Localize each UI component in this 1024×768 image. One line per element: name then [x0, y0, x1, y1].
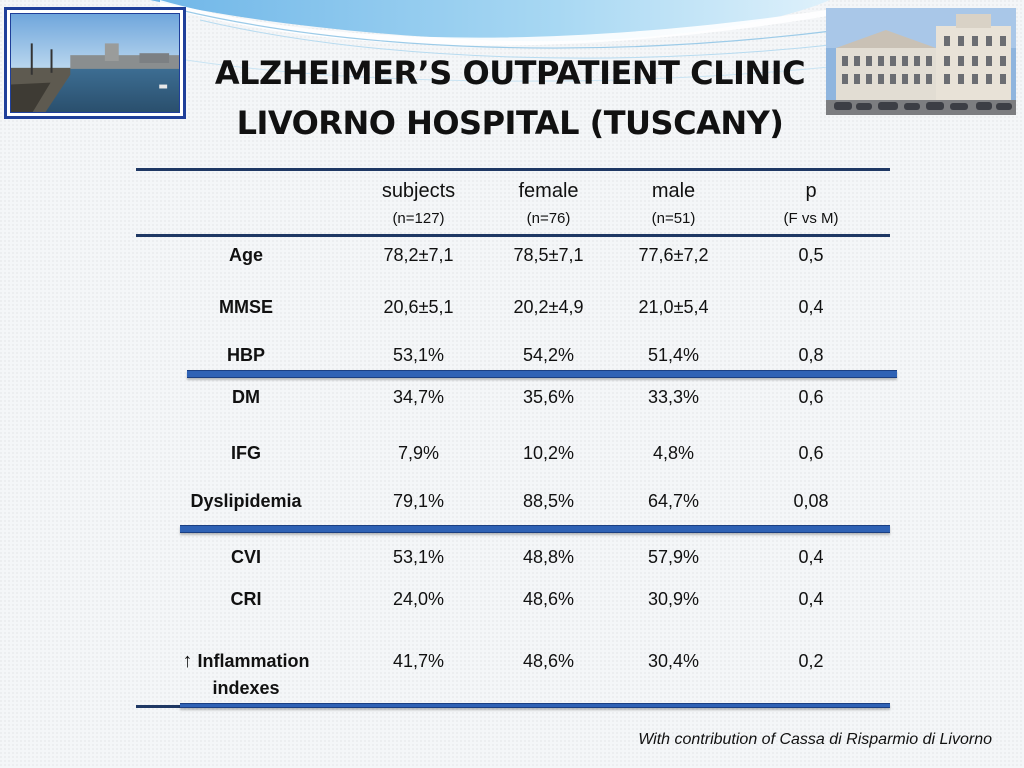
row-label: IFG: [231, 443, 261, 463]
title-line-2: LIVORNO HOSPITAL (TUSCANY): [236, 104, 784, 142]
row-label: MMSE: [219, 297, 273, 317]
group-divider-1: [187, 370, 897, 378]
row-label-line-1: Inflammation: [197, 651, 310, 671]
cell-subjects: 53,1%: [392, 345, 445, 365]
row-label: DM: [232, 387, 260, 407]
header-p: p: [805, 180, 817, 202]
cell-male: 30,4%: [647, 651, 700, 671]
row-label-inflammation: ↑ Inflammation indexes: [136, 648, 356, 702]
cell-subjects: 7,9%: [397, 443, 440, 463]
cell-subjects: 34,7%: [392, 387, 445, 407]
cell-p: 0,4: [798, 589, 824, 609]
row-label: CVI: [230, 547, 261, 567]
row-label: Dyslipidemia: [190, 491, 302, 511]
cell-female: 48,8%: [522, 547, 575, 567]
group-divider-2: [180, 525, 890, 533]
cell-female: 20,2±4,9: [513, 297, 584, 317]
cell-p: 0,2: [798, 651, 824, 671]
header-subjects: subjects: [381, 180, 456, 202]
table-top-rule: [136, 168, 890, 171]
header-bottom-rule: [136, 234, 890, 237]
cell-p: 0,08: [793, 491, 829, 511]
title-line-1: ALZHEIMER’S OUTPATIENT CLINIC: [214, 54, 806, 92]
cell-male: 30,9%: [647, 589, 700, 609]
cell-female: 10,2%: [522, 443, 575, 463]
cell-male: 64,7%: [647, 491, 700, 511]
cell-subjects: 20,6±5,1: [383, 297, 454, 317]
harbour-image: [11, 14, 179, 112]
header-p-sub: (F vs M): [783, 210, 839, 227]
row-label: HBP: [226, 345, 265, 365]
cell-subjects: 53,1%: [392, 547, 445, 567]
cell-male: 77,6±7,2: [638, 245, 709, 265]
cell-subjects: 24,0%: [392, 589, 445, 609]
cell-p: 0,4: [798, 547, 824, 567]
hospital-photo: [826, 8, 1016, 115]
hospital-image: [826, 8, 1016, 115]
cell-male: 21,0±5,4: [638, 297, 709, 317]
cell-subjects: 41,7%: [392, 651, 445, 671]
cell-male: 4,8%: [652, 443, 695, 463]
cell-male: 51,4%: [647, 345, 700, 365]
arrow-up-icon: ↑: [182, 650, 193, 672]
harbour-photo: [4, 7, 186, 119]
cell-male: 57,9%: [647, 547, 700, 567]
cell-subjects: 79,1%: [392, 491, 445, 511]
row-label: CRI: [230, 589, 262, 609]
cell-female: 48,6%: [522, 651, 575, 671]
slide-title: ALZHEIMER’S OUTPATIENT CLINIC LIVORNO HO…: [190, 48, 830, 148]
cell-female: 48,6%: [522, 589, 575, 609]
cell-female: 78,5±7,1: [513, 245, 584, 265]
table-bottom-band: [180, 703, 890, 708]
header-male-n: (n=51): [651, 210, 696, 227]
cell-p: 0,8: [798, 345, 824, 365]
cell-p: 0,4: [798, 297, 824, 317]
row-label: Age: [228, 245, 263, 265]
header-male: male: [651, 180, 696, 202]
cell-subjects: 78,2±7,1: [383, 245, 454, 265]
cell-female: 54,2%: [522, 345, 575, 365]
cell-p: 0,6: [798, 443, 824, 463]
header-swoosh-decoration: [150, 0, 841, 82]
header-female-n: (n=76): [526, 210, 571, 227]
cell-female: 88,5%: [522, 491, 575, 511]
header-female: female: [518, 180, 579, 202]
footer-credit: With contribution of Cassa di Risparmio …: [638, 731, 992, 748]
cell-female: 35,6%: [522, 387, 575, 407]
row-label-line-2: indexes: [212, 678, 280, 698]
cell-p: 0,5: [798, 245, 824, 265]
cell-p: 0,6: [798, 387, 824, 407]
table-bottom-rule: [136, 705, 196, 708]
header-subjects-n: (n=127): [392, 210, 445, 227]
cell-male: 33,3%: [647, 387, 700, 407]
